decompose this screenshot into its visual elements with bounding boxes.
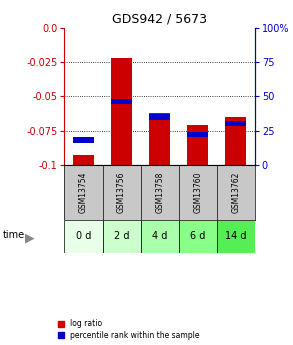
Bar bbox=[64, 220, 103, 253]
Text: GSM13762: GSM13762 bbox=[231, 171, 240, 213]
Text: 14 d: 14 d bbox=[225, 231, 247, 241]
Bar bbox=[149, 114, 170, 120]
Bar bbox=[111, 58, 132, 165]
Title: GDS942 / 5673: GDS942 / 5673 bbox=[112, 12, 207, 25]
Text: GSM13758: GSM13758 bbox=[155, 171, 164, 213]
Legend: log ratio, percentile rank within the sample: log ratio, percentile rank within the sa… bbox=[57, 318, 201, 341]
Bar bbox=[111, 99, 132, 105]
Bar bbox=[187, 132, 208, 137]
Text: 0 d: 0 d bbox=[76, 231, 91, 241]
Bar bbox=[217, 220, 255, 253]
Text: time: time bbox=[3, 229, 25, 239]
Text: GSM13760: GSM13760 bbox=[193, 171, 202, 213]
Text: 2 d: 2 d bbox=[114, 231, 129, 241]
Text: 6 d: 6 d bbox=[190, 231, 205, 241]
Text: GSM13756: GSM13756 bbox=[117, 171, 126, 213]
Bar bbox=[141, 220, 179, 253]
Bar bbox=[187, 125, 208, 165]
Bar bbox=[179, 220, 217, 253]
Bar bbox=[225, 121, 246, 126]
Bar bbox=[73, 155, 94, 165]
Bar bbox=[225, 117, 246, 165]
Text: ▶: ▶ bbox=[25, 231, 35, 244]
Bar bbox=[149, 113, 170, 165]
Text: GSM13754: GSM13754 bbox=[79, 171, 88, 213]
Bar bbox=[103, 220, 141, 253]
Bar bbox=[73, 137, 94, 143]
Text: 4 d: 4 d bbox=[152, 231, 167, 241]
